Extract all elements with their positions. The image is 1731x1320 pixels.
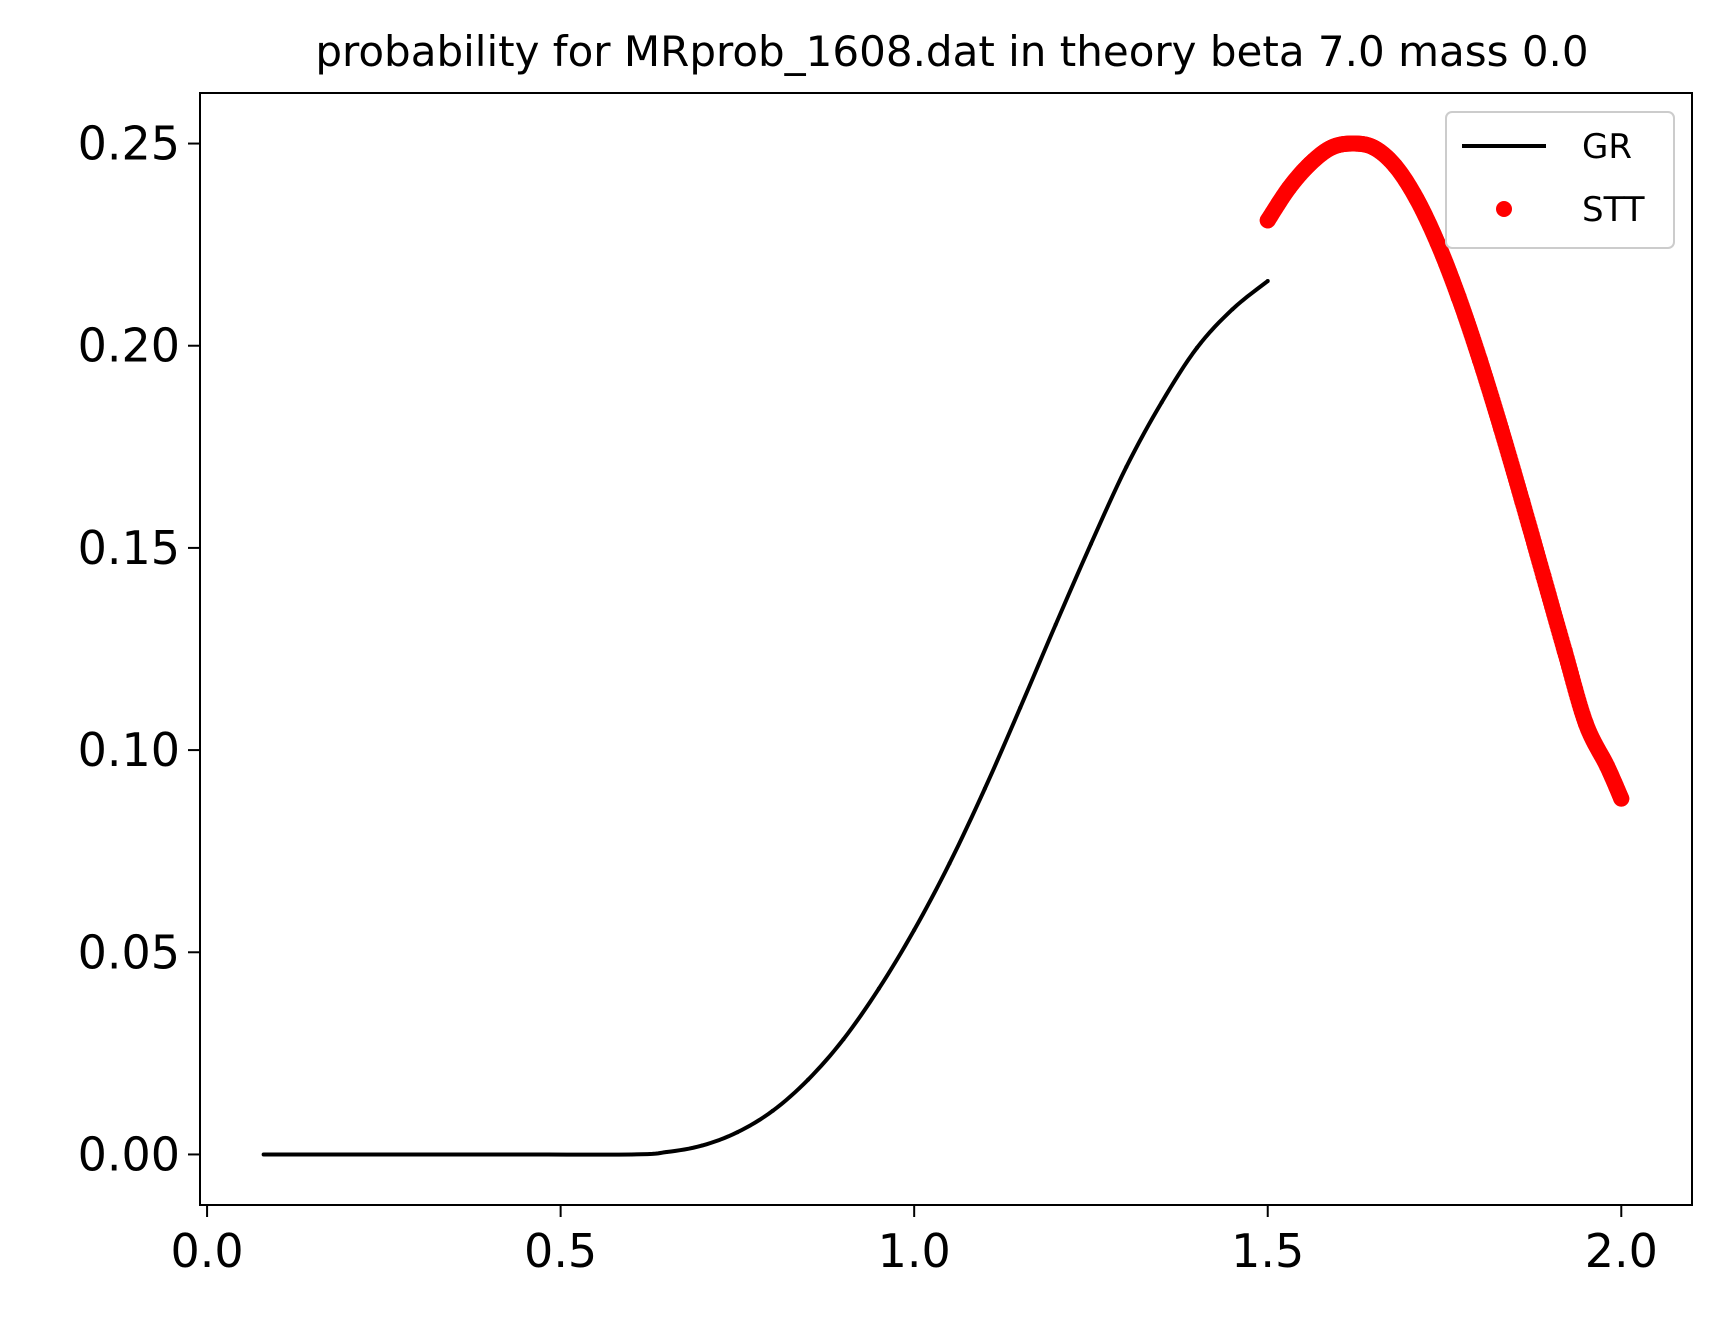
chart-title: probability for MRprob_1608.dat in theor… xyxy=(315,27,1588,76)
stt-data-point xyxy=(1302,155,1319,172)
gr-data-point xyxy=(912,928,917,933)
gr-data-point xyxy=(1195,345,1200,350)
x-tick-label: 0.0 xyxy=(170,1224,243,1278)
stt-data-point xyxy=(1280,180,1297,197)
y-axis: 0.00 0.05 0.10 0.15 0.20 0.25 xyxy=(78,117,200,1181)
legend-gr-label: GR xyxy=(1582,127,1632,167)
gr-data-point xyxy=(346,1152,351,1157)
gr-line xyxy=(263,279,1269,1157)
gr-data-point xyxy=(1265,279,1270,284)
gr-data-point xyxy=(806,1077,811,1082)
gr-data-point xyxy=(700,1143,705,1148)
stt-data-point xyxy=(1514,493,1531,510)
gr-data-point xyxy=(947,861,952,866)
stt-data-point xyxy=(1429,234,1446,251)
gr-data-point xyxy=(1053,622,1058,627)
gr-data-point xyxy=(1088,541,1093,546)
x-tick-label: 1.0 xyxy=(878,1224,951,1278)
y-tick-label: 0.20 xyxy=(78,319,180,373)
stt-data-point xyxy=(1344,135,1361,152)
gr-data-point xyxy=(261,1152,266,1157)
stt-data-point xyxy=(1493,420,1510,437)
gr-data-point xyxy=(841,1037,846,1042)
stt-data-point xyxy=(1535,568,1552,585)
stt-data-point xyxy=(1613,790,1630,807)
stt-data-point xyxy=(1556,643,1573,660)
y-tick-label: 0.10 xyxy=(78,723,180,777)
series-gr xyxy=(261,279,1270,1157)
x-tick-label: 2.0 xyxy=(1585,1224,1658,1278)
x-axis: 0.0 0.5 1.0 1.5 2.0 xyxy=(170,1205,1658,1278)
x-tick-label: 1.5 xyxy=(1231,1224,1304,1278)
gr-data-point xyxy=(876,986,881,991)
x-tick-label: 0.5 xyxy=(524,1224,597,1278)
legend: GR STT xyxy=(1445,111,1675,249)
gr-data-point xyxy=(1230,307,1235,312)
gr-data-point xyxy=(770,1108,775,1113)
stt-data-point xyxy=(1599,758,1616,775)
gr-data-point xyxy=(735,1130,740,1135)
stt-data-point xyxy=(1365,139,1382,156)
y-tick-label: 0.15 xyxy=(78,521,180,575)
series-layer xyxy=(261,135,1630,1157)
gr-data-point xyxy=(1018,705,1023,710)
gr-data-point xyxy=(1124,465,1129,470)
y-tick-label: 0.25 xyxy=(78,117,180,171)
stt-data-point xyxy=(1577,715,1594,732)
plot-frame xyxy=(199,92,1693,1206)
y-tick-label: 0.05 xyxy=(78,925,180,979)
series-stt xyxy=(1259,135,1630,807)
stt-data-point xyxy=(1471,351,1488,368)
gr-data-point xyxy=(1159,400,1164,405)
legend-stt-swatch xyxy=(1496,201,1512,217)
y-tick-label: 0.00 xyxy=(78,1127,180,1181)
stt-data-point xyxy=(1323,139,1340,156)
gr-data-point xyxy=(629,1152,634,1157)
legend-stt-label: STT xyxy=(1582,190,1645,230)
stt-data-point xyxy=(1387,157,1404,174)
gr-data-point xyxy=(664,1150,669,1155)
stt-data-point xyxy=(1259,212,1276,229)
stt-data-point xyxy=(1408,190,1425,207)
gr-data-point xyxy=(487,1152,492,1157)
stt-data-point xyxy=(1450,289,1467,306)
gr-data-point xyxy=(982,786,987,791)
